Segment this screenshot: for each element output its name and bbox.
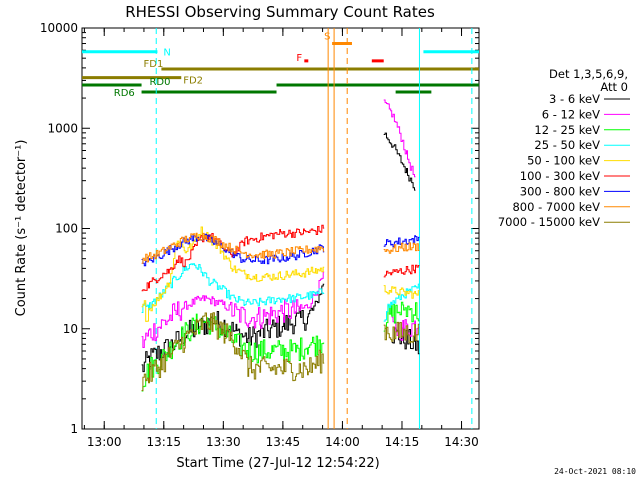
y-tick-label: 100 (55, 222, 78, 236)
x-tick-label: 14:30 (444, 435, 479, 449)
series-line (383, 285, 420, 299)
state-label-s: S (324, 32, 330, 43)
y-tick-label: 10000 (40, 21, 78, 35)
axis-ticks: 1 10 100 1000 10000 13:00 13:15 13:30 13:45 14:00… (40, 21, 479, 449)
chart-title: RHESSI Observing Summary Count Rates (125, 3, 435, 21)
state-label-f: F (296, 53, 302, 64)
legend-entry-label: 25 - 50 keV (534, 138, 600, 152)
x-tick-label: 13:15 (146, 435, 181, 449)
state-label-rd6: RD6 (114, 88, 135, 99)
x-tick-label: 13:45 (266, 435, 301, 449)
series-line (383, 264, 420, 278)
state-bars: N S F FD1 FD2 RD0 RD6 (82, 32, 479, 99)
state-label-rd0: RD0 (149, 77, 170, 88)
series-line (141, 312, 325, 391)
series-line (383, 132, 416, 191)
legend-entry-label: 3 - 6 keV (549, 92, 600, 106)
series-line (383, 242, 420, 254)
legend-header: Det 1,3,5,6,9, (549, 67, 628, 81)
x-tick-label: 13:30 (206, 435, 241, 449)
x-tick-label: 14:15 (385, 435, 420, 449)
legend-header: Att 0 (600, 80, 628, 94)
y-tick-label: 1 (70, 422, 78, 436)
y-tick-label: 1000 (47, 121, 78, 135)
legend-entry-label: 6 - 12 keV (542, 107, 600, 121)
state-label-fd2: FD2 (183, 76, 203, 87)
x-axis-label: Start Time (27-Jul-12 12:54:22) (176, 456, 379, 471)
series-line (383, 321, 420, 344)
legend-entry-label: 100 - 300 keV (520, 169, 600, 183)
legend-entry-label: 300 - 800 keV (520, 184, 600, 198)
state-label-fd1: FD1 (144, 59, 164, 70)
legend-entry-label: 7000 - 15000 keV (498, 215, 600, 229)
legend-entry-label: 800 - 7000 keV (512, 200, 600, 214)
legend-entry-label: 50 - 100 keV (527, 154, 600, 168)
series-line (141, 263, 325, 313)
series-line (383, 99, 416, 178)
legend-entry-label: 12 - 25 keV (534, 123, 600, 137)
y-tick-label: 10 (63, 322, 78, 336)
x-tick-label: 14:00 (325, 435, 360, 449)
series-line (141, 271, 325, 348)
state-label-n: N (163, 48, 170, 59)
series-line (141, 283, 325, 373)
timestamp: 24-Oct-2021 08:10 (554, 467, 636, 476)
x-tick-label: 13:00 (87, 435, 122, 449)
y-axis-label: Count Rate (s⁻¹ detector⁻¹) (14, 140, 29, 317)
series-line (383, 283, 420, 322)
series-line (383, 301, 420, 332)
series-line (141, 232, 325, 264)
series-lines (141, 99, 420, 392)
